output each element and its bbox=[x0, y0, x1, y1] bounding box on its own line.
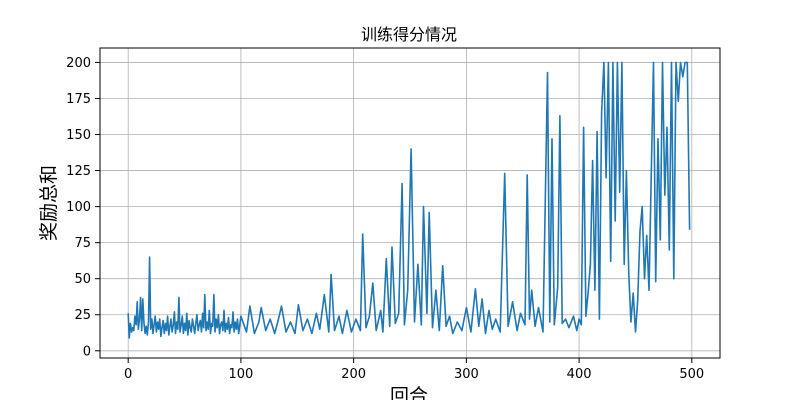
y-tick-label: 125 bbox=[66, 164, 91, 179]
y-tick-label: 0 bbox=[83, 344, 91, 359]
y-tick-label: 25 bbox=[74, 308, 91, 323]
y-tick-label: 50 bbox=[74, 272, 91, 287]
x-axis-label: 回合 bbox=[390, 385, 428, 400]
y-tick-label: 175 bbox=[66, 92, 91, 107]
x-tick-label: 500 bbox=[679, 367, 704, 382]
y-tick-label: 100 bbox=[66, 200, 91, 215]
y-tick-label: 75 bbox=[74, 236, 91, 251]
plot-frame bbox=[99, 47, 721, 359]
x-axis-ticks: 0 100 200 300 400 500 bbox=[124, 358, 704, 382]
y-tick-label: 150 bbox=[66, 128, 91, 143]
series-layer bbox=[127, 61, 691, 339]
x-tick-label: 300 bbox=[454, 367, 479, 382]
x-tick-label: 400 bbox=[567, 367, 592, 382]
series-line-score bbox=[127, 61, 691, 339]
y-axis-ticks: 0 25 50 75 100 125 150 175 200 bbox=[66, 56, 100, 359]
x-tick-label: 0 bbox=[124, 367, 132, 382]
y-axis-label: 奖励总和 bbox=[38, 165, 60, 241]
x-tick-label: 200 bbox=[341, 367, 366, 382]
x-tick-label: 100 bbox=[228, 367, 253, 382]
chart-title: 训练得分情况 bbox=[361, 25, 457, 44]
y-tick-label: 200 bbox=[66, 56, 91, 71]
